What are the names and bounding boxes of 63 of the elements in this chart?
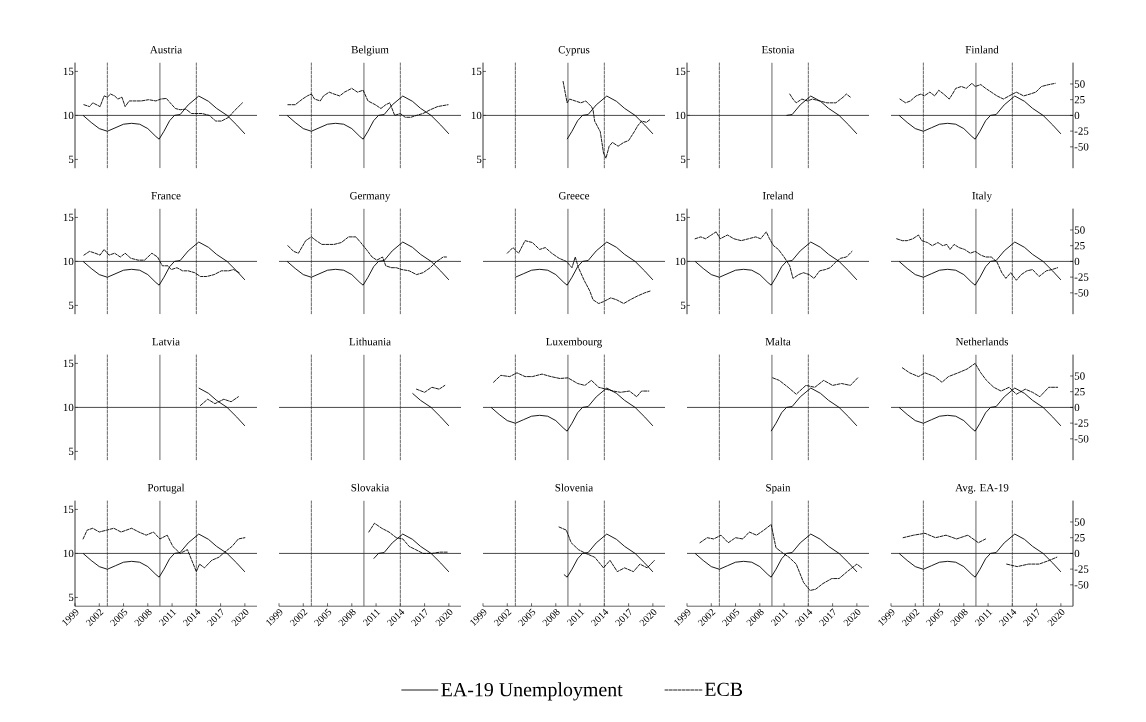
y-tick-label: 5 [476,155,482,164]
y-tick-label: 15 [675,213,686,222]
y-tick-label: 5 [68,593,74,602]
y2-tick-label: 25 [1074,96,1085,104]
chart-title: Malta [765,337,791,346]
y-tick-label: 15 [63,359,74,368]
chart-title: Estonia [761,46,795,54]
chart-title: Spain [766,484,791,494]
chart-title: Italy [972,191,993,202]
chart-title: Belgium [351,45,389,56]
y-tick-label: 15 [63,67,74,76]
chart-title: Finland [965,45,999,54]
y2-tick-label: -50 [1074,435,1089,443]
y-tick-label: 5 [68,155,74,164]
y2-tick-label: -25 [1074,127,1089,135]
chart-title: Portugal [147,483,185,494]
y-tick-label: 10 [675,257,686,266]
y2-tick-label: 25 [1074,534,1085,542]
y2-tick-label: 50 [1074,372,1085,380]
y-tick-label: 15 [63,213,74,222]
chart-title: Latvia [152,338,180,346]
chart-title: Ireland [762,191,794,200]
y-tick-label: 10 [471,111,482,120]
y-tick-label: 10 [63,257,74,266]
y-tick-label: 15 [675,67,686,76]
y2-tick-label: -50 [1074,143,1089,151]
chart-title: Slovakia [351,483,390,492]
chart-title: Austria [149,46,182,54]
y2-tick-label: 50 [1074,226,1085,234]
y2-tick-label: 0 [1074,403,1080,412]
y2-tick-label: -25 [1074,273,1089,281]
y2-tick-label: 25 [1074,242,1085,250]
y-tick-label: 5 [680,155,686,164]
y-tick-label: 10 [675,111,686,120]
y2-tick-label: -25 [1074,419,1089,427]
chart-title: Greece [558,192,590,200]
y-tick-label: 5 [680,301,686,310]
y2-tick-label: 25 [1074,388,1085,396]
y2-tick-label: 0 [1074,111,1080,120]
y-tick-label: 10 [63,403,74,412]
y2-tick-label: -25 [1074,565,1089,573]
legend-label: EA-19 Unemployment [441,682,623,701]
y2-tick-label: 0 [1074,549,1080,558]
y2-tick-label: 50 [1074,518,1085,526]
y2-tick-label: -50 [1074,581,1089,589]
chart-title: Netherlands [955,337,1009,346]
y-tick-label: 5 [68,301,74,310]
y-tick-label: 15 [63,505,74,514]
y2-tick-label: -50 [1074,289,1089,297]
y-tick-label: 5 [68,447,74,456]
chart-title: Avg. EA-19 [955,484,1009,494]
chart-title: Luxembourg [546,337,602,348]
y-tick-label: 10 [63,111,74,120]
chart-title: France [151,192,181,200]
chart-title: Cyprus [558,46,590,56]
y2-tick-label: 0 [1074,257,1080,266]
y2-tick-label: 50 [1074,80,1085,88]
legend-label: ECB [704,682,743,697]
chart-title: Lithuania [349,337,391,346]
chart-title: Slovenia [555,483,594,492]
y-tick-label: 10 [63,549,74,558]
y-tick-label: 15 [471,67,482,76]
chart-title: Germany [350,192,391,202]
